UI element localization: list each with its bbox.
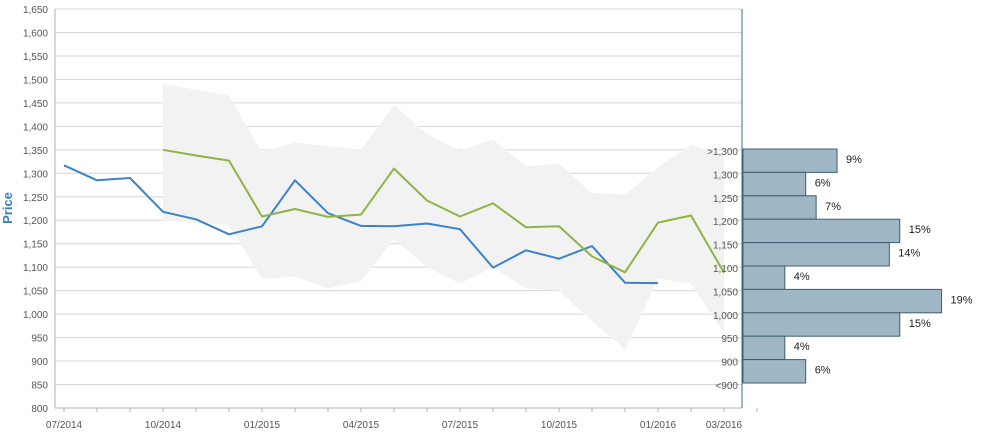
histogram-bin-label: 1,150 [713,241,738,252]
histogram-bin-label: 1,250 [713,194,738,205]
histogram-bar [742,265,786,290]
range-band [163,84,724,350]
histogram-bar [742,195,817,220]
histogram-bin-label: 950 [721,334,738,345]
x-tick-label: 10/2015 [541,420,578,431]
histogram-percent-label: 9% [846,154,862,166]
histogram-bin-label: 1,300 [713,170,738,181]
histogram-bar [742,148,838,173]
histogram-percent-label: 15% [909,224,931,236]
histogram-bar [742,242,890,267]
y-tick-label: 900 [31,357,48,368]
histogram-percent-label: 6% [815,365,831,377]
x-tick-label: 07/2015 [442,420,479,431]
y-tick-label: 1,400 [23,122,48,133]
y-tick-label: 1,300 [23,169,48,180]
x-tick-label: 07/2014 [46,420,83,431]
histogram-bar [742,171,807,197]
histogram-bin-label: 900 [721,358,738,369]
histogram-percent-label: 4% [794,271,810,283]
histogram-percent-label: 19% [951,294,973,306]
histogram-percent-label: 4% [794,341,810,353]
y-tick-label: 1,650 [23,5,48,16]
y-tick-label: 1,600 [23,28,48,39]
histogram-bin-label: 1,050 [713,287,738,298]
histogram-bar [742,288,943,314]
histogram-bar [742,312,901,337]
x-tick-label: 01/2015 [244,420,281,431]
y-axis-title: Price [0,192,15,224]
histogram-percent-label: 7% [825,201,841,213]
y-tick-label: 1,500 [23,75,48,86]
histogram-percent-label: 14% [898,248,920,260]
histogram-bar [742,218,901,244]
series-line-green [162,148,725,274]
histogram-bin-label: 1,100 [713,264,738,275]
x-tick-label: 03/2016 [706,420,743,431]
series-line-blue [63,164,659,285]
y-tick-label: 1,000 [23,310,48,321]
y-tick-label: 1,050 [23,287,48,298]
y-tick-label: 1,350 [23,146,48,157]
y-tick-label: 1,150 [23,240,48,251]
histogram-percent-label: 6% [815,177,831,189]
histogram-bin-label: 1,000 [713,311,738,322]
histogram-bin-label: >1,300 [707,147,738,158]
y-tick-label: 850 [31,381,48,392]
y-tick-label: 1,450 [23,99,48,110]
x-tick-label: 04/2015 [343,420,380,431]
x-tick-label: 10/2014 [145,420,182,431]
y-tick-label: 800 [31,404,48,415]
x-tick-label: 01/2016 [640,420,677,431]
y-tick-label: 1,200 [23,216,48,227]
y-tick-label: 1,250 [23,193,48,204]
y-tick-label: 1,100 [23,263,48,274]
histogram-percent-label: 15% [909,318,931,330]
histogram-bin-label: <900 [715,381,738,392]
y-tick-label: 1,550 [23,52,48,63]
y-tick-label: 950 [31,334,48,345]
histogram-bin-label: 1,200 [713,217,738,228]
histogram-bar [742,359,807,384]
histogram-bar [742,335,786,361]
